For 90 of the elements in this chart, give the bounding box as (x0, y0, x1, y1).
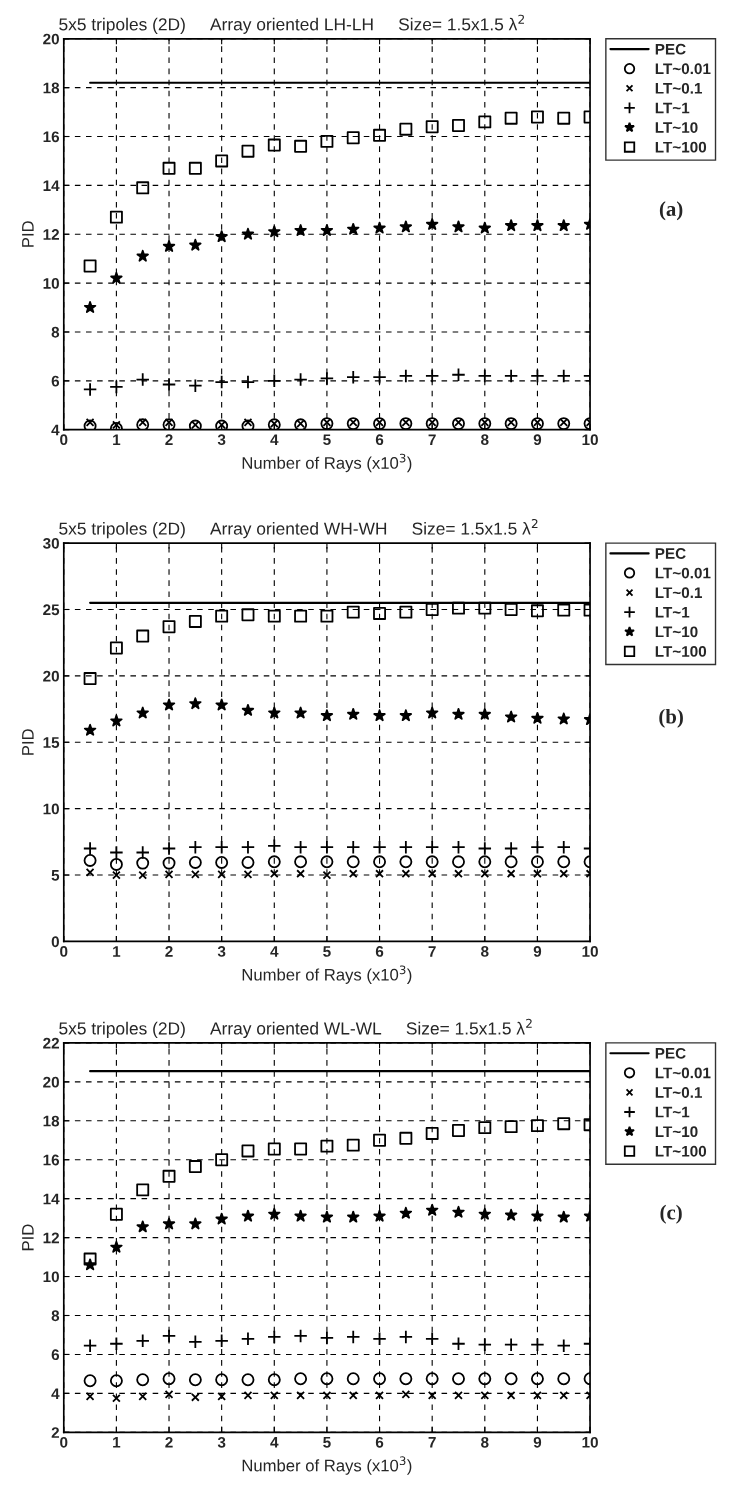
y-tick-label: 2 (51, 1427, 59, 1438)
y-tick-label: 6 (51, 1349, 60, 1361)
chart-title: 5x5 tripoles (2D) Array oriented LH-LH Size= 1.5x1.5 λ$^{2}$ (59, 14, 524, 34)
y-tick-label: 16 (43, 131, 60, 143)
y-tick-label: 12 (43, 229, 59, 240)
legend-label: LT~0.1 (655, 1087, 703, 1098)
x-axis-title: Number of Rays (x10$^{3}$) (242, 1456, 412, 1475)
legend-label: LT~1 (655, 102, 690, 114)
legend-label: PEC (655, 1047, 686, 1059)
x-tick-label: 6 (375, 946, 384, 957)
y-tick-label: 25 (43, 604, 60, 616)
x-tick-label: 8 (481, 434, 489, 446)
y-tick-label: 10 (43, 277, 59, 289)
x-tick-label: 1 (113, 1437, 121, 1448)
y-tick-label: 20 (43, 33, 59, 45)
legend-label: LT~100 (655, 646, 707, 657)
y-tick-label: 4 (51, 1388, 60, 1399)
x-tick-label: 7 (428, 1437, 436, 1448)
y-tick-label: 6 (51, 375, 60, 387)
y-tick-label: 30 (42, 537, 59, 549)
x-tick-label: 0 (60, 1436, 68, 1448)
text: (c) (660, 1204, 682, 1224)
x-tick-label: 5 (323, 434, 331, 446)
y-tick-label: 0 (51, 936, 59, 948)
y-tick-label: 20 (43, 670, 59, 682)
x-tick-label: 7 (428, 946, 436, 957)
legend-label: LT~0.01 (655, 1067, 711, 1079)
y-tick-label: 14 (43, 180, 60, 191)
y-tick-label: 18 (43, 82, 60, 94)
y-axis-title: PID (22, 1224, 34, 1251)
x-tick-label: 0 (60, 434, 68, 446)
x-tick-label: 6 (375, 434, 384, 446)
x-tick-label: 0 (60, 946, 68, 957)
x-tick-label: 2 (165, 434, 173, 445)
legend-label: LT~0.1 (655, 82, 703, 94)
y-tick-label: 15 (43, 737, 60, 748)
legend-label: LT~0.1 (655, 587, 703, 599)
x-tick-label: 6 (375, 1436, 384, 1448)
x-tick-label: 2 (165, 1436, 173, 1448)
text: (b) (659, 708, 683, 728)
x-tick-label: 9 (533, 434, 542, 446)
x-tick-label: 4 (270, 946, 279, 957)
legend-label: LT~1 (655, 1106, 690, 1118)
legend-label: LT~10 (655, 1126, 698, 1138)
y-axis-title: PID (22, 729, 34, 755)
y-tick-label: 4 (51, 424, 60, 436)
y-tick-label: 10 (43, 803, 59, 815)
x-tick-label: 3 (217, 434, 226, 446)
x-tick-label: 3 (217, 1436, 226, 1448)
legend-label: LT~10 (655, 626, 698, 638)
x-axis-title: Number of Rays (x10$^{3}$) (242, 453, 412, 473)
y-tick-label: 8 (51, 1310, 60, 1322)
x-tick-label: 4 (270, 1437, 279, 1448)
legend-label: LT~0.01 (655, 63, 711, 75)
x-tick-label: 2 (165, 946, 173, 957)
x-tick-label: 10 (582, 946, 598, 957)
x-tick-label: 7 (428, 434, 436, 445)
x-tick-label: 3 (217, 946, 226, 957)
x-tick-label: 9 (533, 1436, 542, 1448)
chart-title: 5x5 tripoles (2D) Array oriented WL-WL Size= 1.5x1.5 λ$^{2}$ (59, 1018, 532, 1039)
x-tick-label: 5 (323, 946, 331, 957)
legend-label: LT~0.01 (655, 567, 711, 579)
x-tick-label: 5 (323, 1437, 331, 1448)
y-axis-title: PID (22, 221, 34, 247)
y-tick-label: 18 (43, 1115, 60, 1127)
legend-label: PEC (655, 548, 686, 559)
text: (a) (659, 201, 683, 221)
x-tick-label: 8 (481, 1436, 489, 1448)
x-tick-label: 1 (113, 434, 121, 445)
x-axis-title: Number of Rays (x10$^{3}$) (242, 965, 412, 984)
x-tick-label: 8 (481, 946, 489, 957)
x-tick-label: 4 (270, 434, 279, 445)
chart-title: 5x5 tripoles (2D) Array oriented WH-WH Size= 1.5x1.5 λ$^{2}$ (59, 518, 538, 539)
y-tick-label: 12 (43, 1232, 59, 1244)
x-tick-label: 9 (533, 946, 542, 957)
y-tick-label: 16 (43, 1154, 60, 1166)
legend-label: LT~10 (655, 122, 698, 133)
legend-label: LT~100 (655, 1145, 707, 1157)
y-tick-label: 22 (43, 1037, 59, 1049)
legend-label: LT~100 (655, 141, 707, 153)
x-tick-label: 10 (582, 434, 598, 446)
x-tick-label: 1 (113, 946, 121, 957)
y-tick-label: 5 (51, 870, 60, 881)
x-tick-label: 10 (582, 1436, 598, 1448)
y-tick-label: 20 (43, 1076, 59, 1088)
y-tick-label: 14 (43, 1193, 60, 1205)
y-tick-label: 8 (51, 326, 60, 338)
legend-label: LT~1 (655, 607, 690, 618)
legend-label: PEC (655, 43, 686, 55)
y-tick-label: 10 (43, 1271, 59, 1283)
